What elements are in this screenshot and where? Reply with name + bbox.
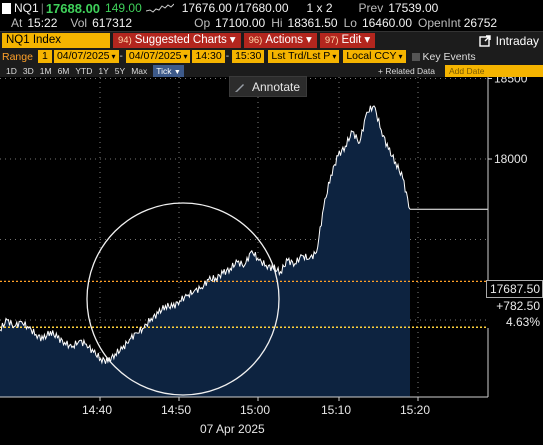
start-date-field[interactable]: 04/07/2025: [53, 50, 119, 63]
open-interest-label: OpenInt: [418, 16, 461, 30]
last-price-value: 17687.50: [486, 280, 543, 298]
chevron-down-icon: ▾: [229, 34, 236, 46]
quote-row-1: NQ1 | 17688.00 149.00 17676.00 /17680.00…: [0, 0, 543, 16]
key-events-checkbox[interactable]: [411, 52, 420, 61]
tick-frequency-dropdown[interactable]: Tick ▼: [153, 64, 184, 77]
ticker-flag-icon: [2, 2, 11, 14]
range-number-field[interactable]: 1: [37, 50, 52, 63]
x-tick-label: 14:40: [82, 403, 112, 417]
end-date-field[interactable]: 04/07/2025: [125, 50, 191, 63]
annotate-button[interactable]: Annotate: [229, 76, 308, 97]
suggested-charts-button[interactable]: 94) Suggested Charts ▾: [113, 33, 241, 48]
vol-label: Vol: [70, 16, 88, 30]
chevron-down-icon: ▾: [364, 34, 371, 46]
suggested-charts-label: Suggested Charts: [134, 34, 227, 46]
period-1y[interactable]: 1Y: [98, 65, 109, 76]
net-change: 149.00: [105, 1, 142, 15]
chevron-down-icon: ▾: [306, 34, 312, 46]
edit-button[interactable]: 97) Edit ▾: [319, 33, 376, 48]
change-percent: 4.63%: [505, 315, 540, 329]
edit-number: 97): [324, 35, 339, 46]
volume: 617312: [92, 16, 133, 30]
end-time-field[interactable]: 15:30: [232, 50, 265, 63]
sparkline-icon: [145, 3, 174, 13]
add-date-input[interactable]: Add Date: [445, 64, 543, 77]
open-label: Op: [194, 16, 211, 30]
divider: |: [40, 1, 44, 15]
intraday-view-button[interactable]: Intraday: [478, 33, 543, 48]
range-dash: -: [119, 51, 123, 62]
suggested-charts-number: 94): [118, 35, 132, 46]
period-1d[interactable]: 1D: [6, 65, 17, 76]
period-5y[interactable]: 5Y: [114, 65, 126, 76]
high-label: Hi: [271, 16, 283, 30]
open-price: 17100.00: [215, 16, 266, 30]
at-label: At: [11, 16, 23, 30]
start-time-field[interactable]: 14:30: [192, 50, 225, 63]
period-1m[interactable]: 1M: [39, 65, 52, 76]
edit-label: Edit: [341, 34, 362, 46]
range-bar: Range 1 04/07/2025 - 04/07/2025 14:30 - …: [0, 49, 543, 64]
period-ytd[interactable]: YTD: [75, 65, 93, 76]
bid-ask: 17676.00 /17680.00: [181, 1, 289, 15]
high-price: 18361.50: [287, 16, 338, 30]
price-mode-dropdown[interactable]: Lst Trd/Lst P: [268, 50, 340, 63]
related-data-button[interactable]: + Related Data: [378, 65, 435, 76]
period-3d[interactable]: 3D: [22, 65, 34, 76]
period-bar: 1D 3D 1M 6M YTD 1Y 5Y Max Tick ▼ + Relat…: [0, 64, 543, 77]
pencil-icon: [235, 83, 244, 92]
last-price-box: 17687.50 +782.50 4.63%: [486, 280, 543, 329]
x-tick-label: 15:10: [321, 403, 351, 417]
tick-label: Tick: [156, 65, 172, 76]
currency-dropdown[interactable]: Local CCY: [343, 50, 406, 63]
chevron-down-icon: ▼: [173, 68, 181, 76]
intraday-label: Intraday: [495, 33, 539, 48]
price-area: [0, 105, 410, 397]
actions-number: 96): [248, 35, 263, 46]
x-axis-labels: 14:40 14:50 15:00 15:10 15:20: [82, 397, 430, 417]
last-price: 17688.00: [45, 0, 101, 16]
circle-annotation[interactable]: [86, 202, 280, 396]
y-tick-label: 18500: [494, 77, 528, 86]
date-label: 07 Apr 2025: [200, 422, 265, 436]
actions-button[interactable]: 96) Actions ▾: [243, 33, 317, 48]
quote-row-2: At 15:22 Vol 617312 Op 17100.00 Hi 18361…: [0, 15, 543, 31]
x-tick-label: 15:00: [240, 403, 270, 417]
menu-bar: NQ1 Index 94) Suggested Charts ▾ 96) Act…: [0, 31, 543, 49]
key-events-label: Key Events: [422, 50, 476, 63]
external-link-icon: [478, 34, 491, 47]
at-time: 15:22: [27, 16, 58, 30]
bid-ask-size: 1 x 2: [306, 1, 333, 15]
prev-close: 17539.00: [388, 1, 439, 15]
actions-label: Actions: [265, 34, 304, 46]
intraday-chart[interactable]: 170001800018500 14:4014:5015:0015:1015:2…: [0, 77, 543, 445]
open-interest: 26752: [463, 16, 498, 30]
security-field[interactable]: NQ1 Index: [2, 33, 110, 48]
time-dash: -: [225, 51, 230, 62]
period-max[interactable]: Max: [131, 65, 148, 76]
annotate-label: Annotate: [252, 79, 301, 94]
period-6m[interactable]: 6M: [57, 65, 70, 76]
low-price: 16460.00: [361, 16, 413, 30]
y-tick-label: 18000: [494, 152, 528, 166]
ticker: NQ1: [14, 1, 39, 15]
low-label: Lo: [343, 16, 357, 30]
x-tick-label: 15:20: [400, 403, 430, 417]
prev-label: Prev: [358, 1, 384, 15]
price-line: [0, 105, 411, 365]
x-tick-label: 14:50: [161, 403, 191, 417]
change-value: +782.50: [496, 299, 540, 313]
range-label: Range: [2, 50, 33, 63]
